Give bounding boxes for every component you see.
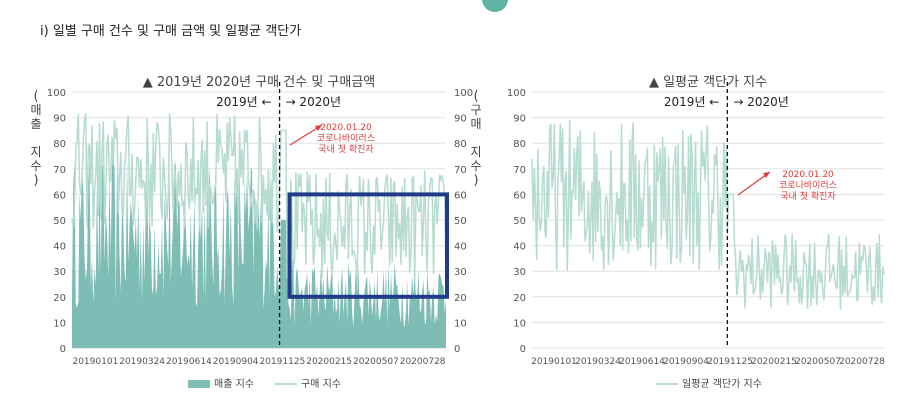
legend-label: 일평균 객단가 지수 (682, 378, 762, 390)
x-tick-label: 20200728 (839, 357, 885, 367)
x-tick-label: 20200215 (306, 357, 352, 367)
y2-tick-label: 40 (454, 242, 467, 253)
period-label-2019: 2019년 ← (664, 95, 719, 109)
x-tick-label: 20190324 (119, 357, 165, 367)
y-tick-label: 100 (47, 88, 66, 99)
y2-tick-label: 30 (454, 267, 467, 278)
y-tick-label: 80 (513, 139, 526, 150)
y-tick-label: 90 (53, 114, 66, 125)
annotation-arrowhead (763, 172, 770, 178)
chart-title: ▲ 2019년 2020년 구매 건수 및 구매금액 (143, 75, 376, 90)
y2-tick-label: 50 (454, 216, 467, 227)
y-tick-label: 30 (513, 267, 526, 278)
y-axis-title-char: 매 (30, 103, 41, 117)
y2-axis-title-char: 구 (470, 103, 481, 117)
annotation-arrowhead (315, 125, 322, 131)
legend-label: 매출 지수 (214, 378, 254, 390)
y2-tick-label: 0 (454, 344, 460, 355)
y-tick-label: 10 (513, 318, 526, 329)
y-tick-label: 60 (53, 190, 66, 201)
period-label-2020: → 2020년 (286, 95, 341, 109)
y-tick-label: 20 (53, 293, 66, 304)
y2-tick-label: 100 (454, 88, 473, 99)
x-tick-label: 20190614 (619, 357, 665, 367)
annotation-line2: 국내 첫 확진자 (318, 143, 374, 155)
annotation-arrow (737, 171, 771, 196)
y-tick-label: 50 (513, 216, 526, 227)
x-tick-label: 20191125 (707, 357, 753, 367)
y2-tick-label: 60 (454, 190, 467, 201)
y-axis-paren-close: ) (33, 173, 38, 188)
y2-axis-title-char: 매 (470, 117, 481, 131)
x-tick-label: 20190614 (166, 357, 212, 367)
y2-tick-label: 70 (454, 165, 467, 176)
y2-axis-paren-open: ( (473, 89, 478, 104)
x-tick-label: 20190904 (213, 357, 259, 367)
y-tick-label: 0 (60, 344, 66, 355)
y2-tick-label: 80 (454, 139, 467, 150)
annotation-date: 2020.01.20 (320, 123, 372, 133)
x-tick-label: 20200507 (795, 357, 841, 367)
period-label-2020: → 2020년 (733, 95, 788, 109)
y-tick-label: 60 (513, 190, 526, 201)
y2-axis-title-char: 수 (470, 159, 481, 173)
y-axis-title-char: 출 (30, 117, 41, 131)
period-label-2019: 2019년 ← (216, 95, 271, 109)
y2-axis-paren-close: ) (473, 173, 478, 188)
x-tick-label: 20190324 (575, 357, 621, 367)
series-line-purchase (71, 113, 447, 284)
y-tick-label: 90 (513, 114, 526, 125)
y-tick-label: 40 (53, 242, 66, 253)
y-axis-title-char: 수 (30, 159, 41, 173)
legend-label: 구매 지수 (301, 378, 341, 390)
annotation-line1: 코로나바이러스 (779, 180, 837, 191)
x-tick-label: 20200215 (751, 357, 797, 367)
x-tick-label: 20191125 (259, 357, 305, 367)
page-heading: i) 일별 구매 건수 및 구매 금액 및 일평균 객단가 (40, 24, 302, 39)
x-tick-label: 20200507 (353, 357, 399, 367)
series-area-sales (72, 156, 446, 348)
decorative-circle (482, 0, 508, 12)
series-line-unit-price (531, 119, 885, 310)
annotation-date: 2020.01.20 (782, 170, 834, 180)
y-tick-label: 50 (53, 216, 66, 227)
y2-axis-title-char: 지 (470, 145, 481, 159)
y2-tick-label: 90 (454, 114, 467, 125)
y-tick-label: 30 (53, 267, 66, 278)
y2-tick-label: 20 (454, 293, 467, 304)
y-tick-label: 100 (507, 88, 526, 99)
legend-swatch-sales (188, 380, 210, 388)
y-axis-paren-open: ( (33, 89, 38, 104)
y-tick-label: 80 (53, 139, 66, 150)
highlight-box (287, 192, 449, 299)
y-tick-label: 70 (513, 165, 526, 176)
y-tick-label: 20 (513, 293, 526, 304)
y-axis-title-char: 지 (30, 145, 41, 159)
y2-tick-label: 10 (454, 318, 467, 329)
x-tick-label: 20200728 (400, 357, 446, 367)
chart-title: ▲ 일평균 객단가 지수 (649, 75, 767, 90)
x-tick-label: 20190101 (531, 357, 577, 367)
annotation-line1: 코로나바이러스 (317, 133, 375, 144)
y-tick-label: 0 (520, 344, 526, 355)
x-tick-label: 20190904 (663, 357, 709, 367)
annotation-line2: 국내 첫 확진자 (780, 190, 836, 202)
x-tick-label: 20190101 (72, 357, 118, 367)
y-tick-label: 40 (513, 242, 526, 253)
y-tick-label: 70 (53, 165, 66, 176)
y-tick-label: 10 (53, 318, 66, 329)
